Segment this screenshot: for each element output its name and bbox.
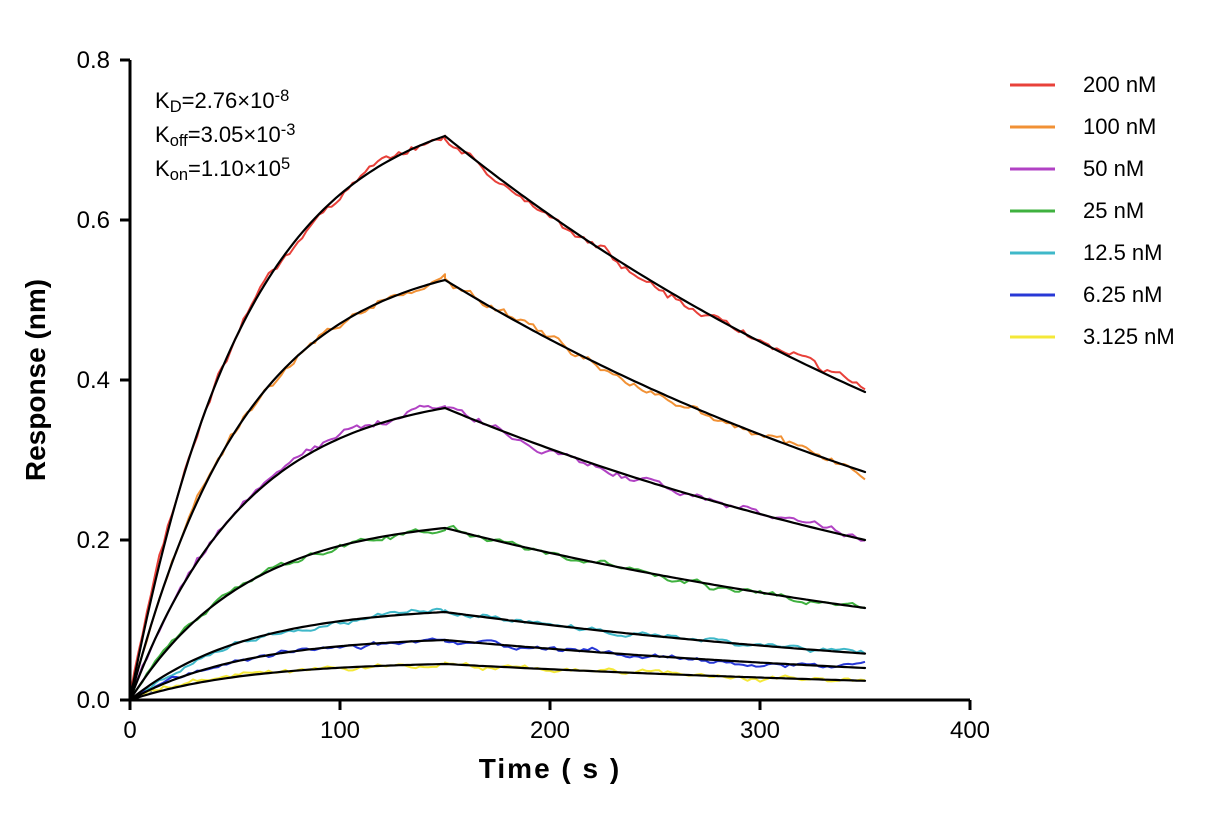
y-tick-label: 0.0 bbox=[77, 687, 110, 714]
legend-label: 25 nM bbox=[1083, 198, 1144, 223]
legend-label: 100 nM bbox=[1083, 114, 1156, 139]
y-tick-label: 0.8 bbox=[77, 47, 110, 74]
y-tick-label: 0.6 bbox=[77, 207, 110, 234]
legend-label: 3.125 nM bbox=[1083, 324, 1175, 349]
x-tick-label: 0 bbox=[123, 717, 136, 744]
x-tick-label: 100 bbox=[320, 717, 360, 744]
legend-label: 6.25 nM bbox=[1083, 282, 1163, 307]
legend-label: 200 nM bbox=[1083, 72, 1156, 97]
y-axis-label: Response (nm) bbox=[20, 279, 51, 481]
x-axis-label: Time ( s ) bbox=[479, 753, 621, 784]
legend-label: 12.5 nM bbox=[1083, 240, 1163, 265]
y-tick-label: 0.2 bbox=[77, 527, 110, 554]
x-tick-label: 300 bbox=[740, 717, 780, 744]
legend-label: 50 nM bbox=[1083, 156, 1144, 181]
x-tick-label: 200 bbox=[530, 717, 570, 744]
y-tick-label: 0.4 bbox=[77, 367, 110, 394]
binding-kinetics-chart: 0 100 200 300 400 0.0 0.2 0.4 0.6 0.8 Time ( s ) Re… bbox=[0, 0, 1232, 825]
x-tick-label: 400 bbox=[950, 717, 990, 744]
